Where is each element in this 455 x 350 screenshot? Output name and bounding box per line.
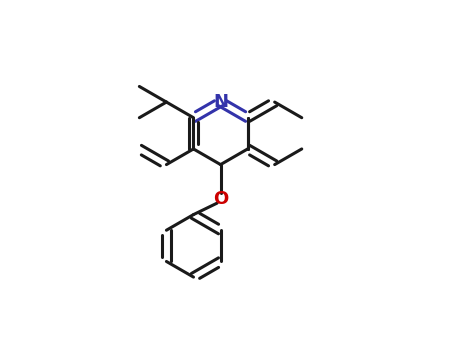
- Text: O: O: [213, 190, 228, 208]
- Text: N: N: [213, 93, 228, 111]
